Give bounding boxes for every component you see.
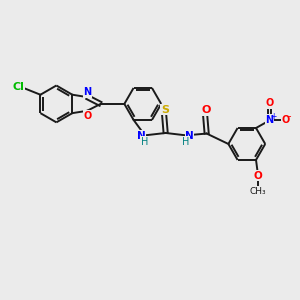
Text: N: N	[265, 115, 274, 125]
Text: -: -	[288, 111, 291, 121]
Text: O: O	[201, 105, 211, 116]
Text: CH₃: CH₃	[249, 187, 266, 196]
Text: S: S	[161, 105, 169, 115]
Text: O: O	[253, 171, 262, 181]
Text: O: O	[265, 98, 274, 108]
Text: H: H	[141, 137, 148, 147]
Text: H: H	[182, 137, 190, 147]
Text: O: O	[281, 115, 289, 125]
Text: N: N	[83, 87, 92, 97]
Text: N: N	[185, 131, 194, 141]
Text: O: O	[83, 111, 92, 121]
Text: N: N	[137, 131, 146, 141]
Text: Cl: Cl	[13, 82, 25, 92]
Text: +: +	[270, 112, 276, 121]
